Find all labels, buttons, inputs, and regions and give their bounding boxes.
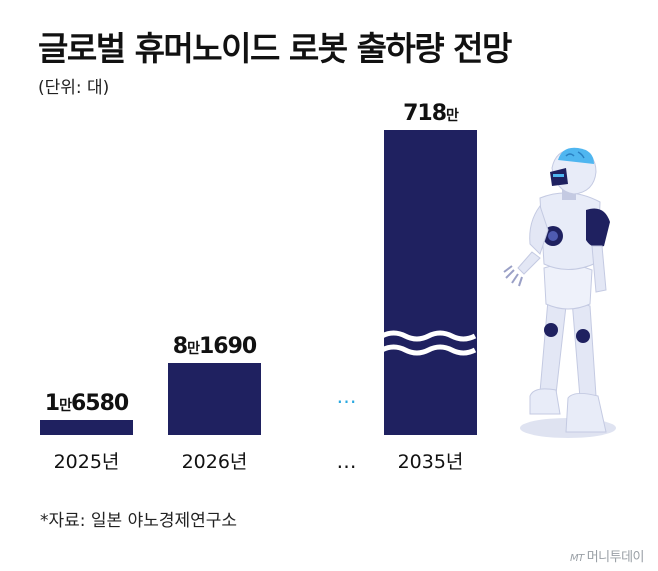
publisher-credit: MT 머니투데이 <box>569 546 645 565</box>
data-label: 1만6580 <box>45 391 129 416</box>
publisher-name: 머니투데이 <box>586 550 645 565</box>
x-tick-label: 2026년 <box>182 451 248 473</box>
axis-break-wave <box>380 330 477 342</box>
unit-label: (단위: 대) <box>38 78 110 98</box>
gap-marker: … <box>337 384 357 408</box>
data-label: 8만1690 <box>173 334 257 359</box>
chart-title: 글로벌 휴머노이드 로봇 출하량 전망 <box>38 29 512 68</box>
gap-marker-group: … <box>337 384 357 408</box>
bars-layer: 2025년 1만6580 2026년 8만1690 … 2035년 718만 <box>40 101 477 473</box>
x-tick-label: 2035년 <box>398 451 464 473</box>
bar <box>384 130 477 435</box>
x-tick-label: 2025년 <box>54 451 120 473</box>
bar <box>40 420 133 435</box>
bar <box>168 363 261 435</box>
x-tick-label: … <box>337 449 357 473</box>
source-note: *자료: 일본 야노경제연구소 <box>40 511 238 531</box>
data-label: 718만 <box>403 101 459 126</box>
robot-illustration <box>503 147 616 438</box>
axis-break-wave <box>380 344 477 356</box>
publisher-mark: MT <box>569 553 584 564</box>
